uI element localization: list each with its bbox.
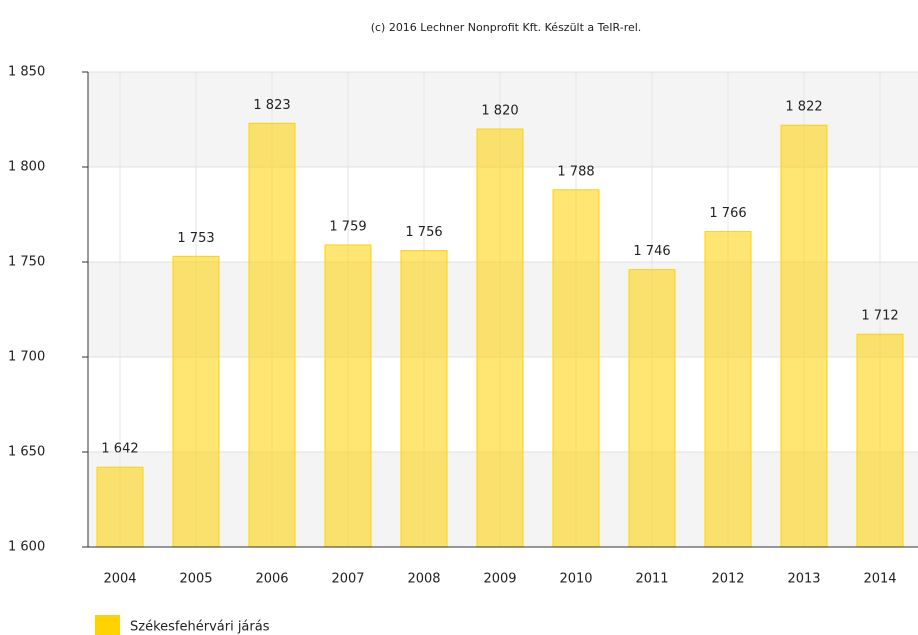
data-label: 1 820	[481, 104, 518, 119]
bar	[96, 466, 144, 548]
y-tick-label: 1 650	[8, 445, 45, 460]
x-tick-label: 2009	[483, 572, 516, 587]
legend-label: Székesfehérvári járás	[130, 620, 270, 635]
data-label: 1 642	[101, 442, 138, 457]
x-tick-label: 2012	[711, 572, 744, 587]
bar	[780, 124, 828, 548]
x-tick-label: 2006	[255, 572, 288, 587]
y-tick-label: 1 750	[8, 255, 45, 270]
x-tick-label: 2010	[559, 572, 592, 587]
y-tick-label: 1 700	[8, 350, 45, 365]
x-tick-label: 2005	[179, 572, 212, 587]
bar	[704, 231, 752, 548]
bar	[324, 244, 372, 548]
chart-title: (c) 2016 Lechner Nonprofit Kft. Készült …	[371, 21, 642, 34]
data-label: 1 756	[405, 225, 442, 240]
data-label: 1 823	[253, 98, 290, 113]
bar	[856, 333, 904, 548]
x-tick-label: 2014	[863, 572, 896, 587]
bar	[476, 128, 524, 548]
data-label: 1 759	[329, 219, 366, 234]
y-tick-label: 1 800	[8, 160, 45, 175]
bar	[628, 269, 676, 548]
data-label: 1 712	[861, 309, 898, 324]
x-tick-label: 2007	[331, 572, 364, 587]
bar	[172, 255, 220, 548]
y-tick-label: 1 600	[8, 540, 45, 555]
x-tick-label: 2004	[103, 572, 136, 587]
legend-swatch	[95, 615, 120, 635]
x-tick-label: 2011	[635, 572, 668, 587]
data-label: 1 822	[785, 100, 822, 115]
bar	[400, 250, 448, 548]
x-tick-label: 2008	[407, 572, 440, 587]
bar	[248, 122, 296, 548]
data-label: 1 753	[177, 231, 214, 246]
y-tick-label: 1 850	[8, 65, 45, 80]
data-label: 1 766	[709, 206, 746, 221]
data-label: 1 746	[633, 244, 670, 259]
bar	[552, 189, 600, 548]
x-tick-label: 2013	[787, 572, 820, 587]
data-label: 1 788	[557, 164, 594, 179]
